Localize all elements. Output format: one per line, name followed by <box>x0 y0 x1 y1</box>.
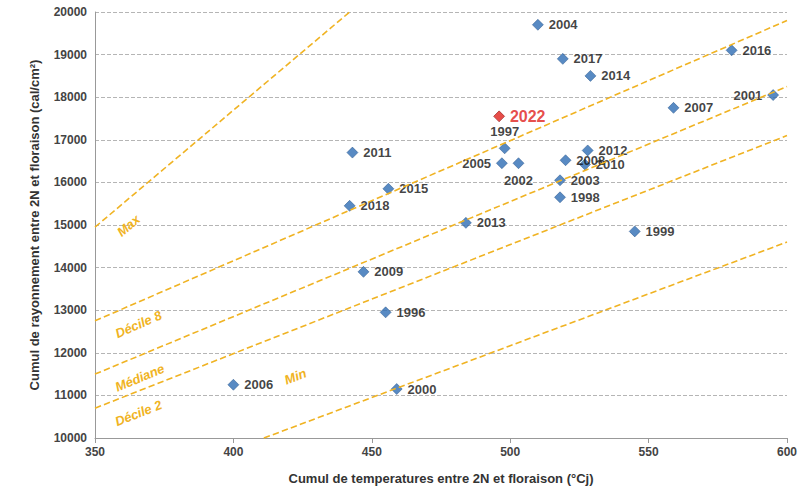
svg-text:2014: 2014 <box>601 68 631 83</box>
svg-text:Cumul de temperatures entre 2N: Cumul de temperatures entre 2N et florai… <box>289 471 594 486</box>
svg-text:10000: 10000 <box>54 431 88 445</box>
svg-text:1997: 1997 <box>490 124 519 139</box>
svg-text:16000: 16000 <box>54 175 88 189</box>
svg-text:2009: 2009 <box>374 264 403 279</box>
svg-text:2002: 2002 <box>504 173 533 188</box>
svg-text:13000: 13000 <box>54 303 88 317</box>
svg-text:15000: 15000 <box>54 218 88 232</box>
svg-text:1999: 1999 <box>646 224 675 239</box>
svg-text:Min: Min <box>282 366 308 388</box>
svg-text:2004: 2004 <box>549 17 579 32</box>
svg-text:2016: 2016 <box>742 43 771 58</box>
svg-text:2022: 2022 <box>510 108 546 125</box>
svg-text:2006: 2006 <box>244 377 273 392</box>
svg-text:20000: 20000 <box>54 5 88 19</box>
svg-text:2017: 2017 <box>574 51 603 66</box>
svg-text:500: 500 <box>500 445 520 459</box>
svg-text:2001: 2001 <box>733 88 762 103</box>
svg-text:2012: 2012 <box>598 142 628 158</box>
svg-text:Max: Max <box>114 211 144 239</box>
svg-text:2010: 2010 <box>595 157 625 172</box>
svg-text:600: 600 <box>777 445 797 459</box>
svg-text:400: 400 <box>223 445 243 459</box>
svg-text:18000: 18000 <box>54 90 88 104</box>
svg-text:14000: 14000 <box>54 261 88 275</box>
svg-text:2005: 2005 <box>462 156 491 171</box>
svg-text:2018: 2018 <box>360 198 389 213</box>
svg-text:1996: 1996 <box>396 305 425 320</box>
svg-text:Médiane: Médiane <box>113 361 167 395</box>
svg-text:550: 550 <box>639 445 659 459</box>
svg-text:2013: 2013 <box>477 215 506 230</box>
svg-text:2011: 2011 <box>363 145 391 160</box>
svg-text:2007: 2007 <box>684 100 713 115</box>
svg-text:11000: 11000 <box>54 388 87 402</box>
svg-text:350: 350 <box>85 445 105 459</box>
svg-text:19000: 19000 <box>54 48 88 62</box>
svg-text:450: 450 <box>362 445 382 459</box>
svg-text:2003: 2003 <box>570 172 600 188</box>
svg-text:2015: 2015 <box>399 181 428 196</box>
svg-text:12000: 12000 <box>54 346 88 360</box>
svg-text:Cumul de rayonnement entre 2N: Cumul de rayonnement entre 2N et florais… <box>27 60 42 391</box>
svg-text:17000: 17000 <box>54 133 88 147</box>
svg-text:1998: 1998 <box>571 190 600 205</box>
svg-text:2008: 2008 <box>576 152 606 168</box>
svg-text:2000: 2000 <box>408 382 437 397</box>
svg-text:Décile 8: Décile 8 <box>113 307 165 341</box>
svg-text:Décile 2: Décile 2 <box>113 397 165 429</box>
